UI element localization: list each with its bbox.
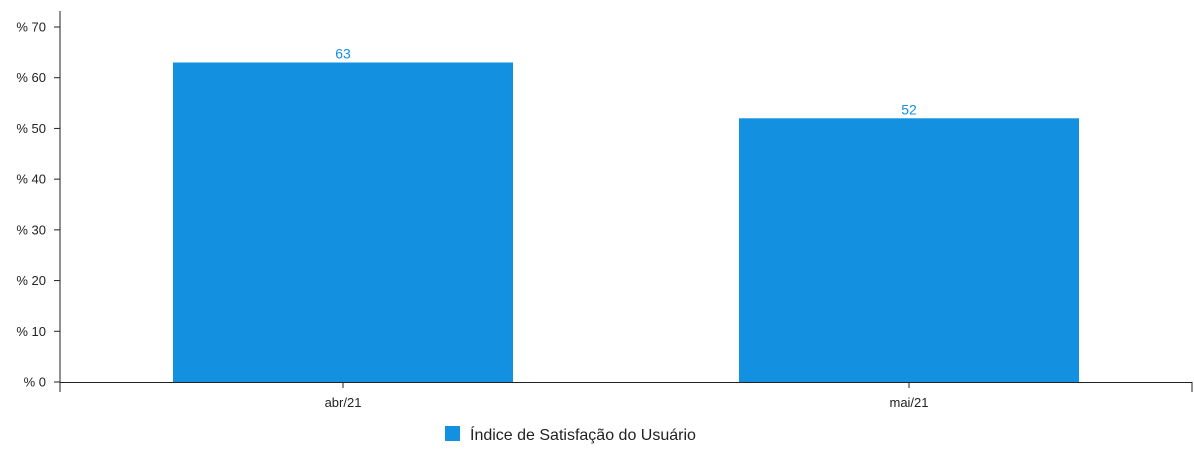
data-labels: 63 52 (335, 46, 917, 118)
legend-label[interactable]: Índice de Satisfação do Usuário (470, 425, 696, 444)
y-tick-label: % 70 (16, 20, 46, 35)
x-tick-label: mai/21 (889, 395, 928, 410)
y-tick-label: % 60 (16, 70, 46, 85)
x-tick-label: abr/21 (325, 395, 362, 410)
y-axis: % 0 % 10 % 20 % 30 % 40 % 50 % 60 % 70 (16, 11, 61, 390)
bar-series (173, 62, 1079, 383)
data-label: 63 (335, 46, 351, 62)
y-tick-label: % 0 (24, 375, 46, 390)
data-label: 52 (901, 101, 917, 117)
y-tick-label: % 40 (16, 172, 46, 187)
legend-swatch[interactable] (445, 426, 460, 441)
legend[interactable]: Índice de Satisfação do Usuário (445, 425, 696, 444)
y-tick-label: % 30 (16, 222, 46, 237)
y-tick-label: % 50 (16, 121, 46, 136)
x-axis: abr/21 mai/21 (59, 382, 1193, 410)
bar[interactable] (739, 118, 1079, 383)
bar[interactable] (173, 62, 513, 383)
y-tick-label: % 20 (16, 273, 46, 288)
y-tick-label: % 10 (16, 324, 46, 339)
